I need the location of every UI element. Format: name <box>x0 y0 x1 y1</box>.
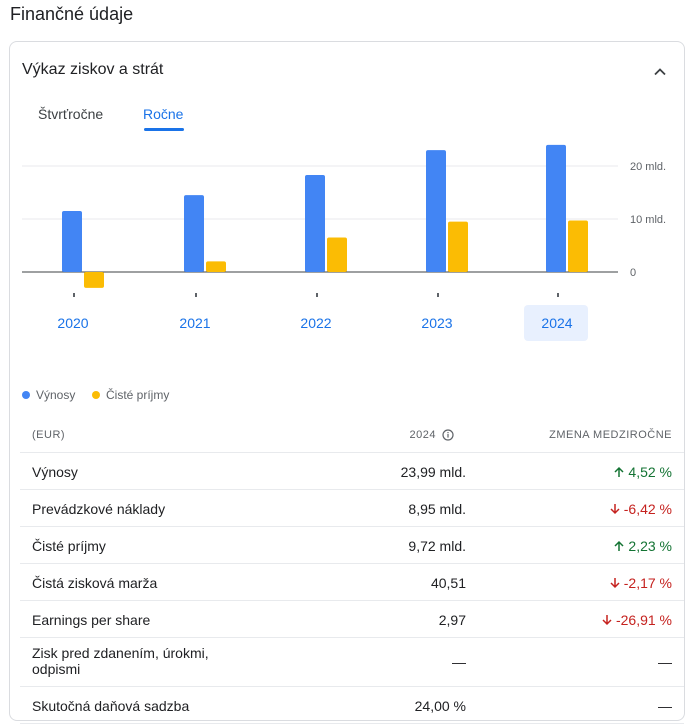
year-highlight <box>524 305 588 341</box>
row-change: 4,52 % <box>613 464 672 480</box>
row-change: — <box>658 654 672 670</box>
row-label: Výnosy <box>32 464 78 480</box>
currency-header: (EUR) <box>32 429 66 441</box>
y-tick-label: 10 mld. <box>630 214 666 226</box>
table-row: Výnosy 23,99 mld. 4,52 % <box>20 453 684 490</box>
income-chart: 0 10 mld. 20 mld. 2020 2021 2022 2023 2024 <box>22 144 666 341</box>
bar-net-income-2023 <box>448 221 468 272</box>
row-change: -6,42 % <box>609 501 672 517</box>
row-change-value: 2,23 % <box>628 538 672 554</box>
bar-revenue-2020 <box>62 211 82 272</box>
change-header: ZMENA MEDZIROČNE <box>549 429 672 441</box>
row-label: Čistá zisková marža <box>32 575 158 591</box>
row-change-value: -2,17 % <box>623 575 672 591</box>
row-value: 9,72 mld. <box>408 538 466 554</box>
x-tick-mark <box>437 293 439 297</box>
bar-revenue-2022 <box>305 175 325 272</box>
year-label-2020[interactable]: 2020 <box>57 315 88 331</box>
arrow-up-icon <box>614 540 624 551</box>
row-value: — <box>452 654 466 670</box>
row-change: — <box>658 698 672 714</box>
bar-net-income-2020 <box>84 272 104 288</box>
table-row: Čisté príjmy 9,72 mld. 2,23 % <box>20 527 684 564</box>
table-row: Earnings per share 2,97 -26,91 % <box>20 601 684 638</box>
year-label-2022[interactable]: 2022 <box>300 315 331 331</box>
x-tick-mark <box>73 293 75 297</box>
legend-revenue-label: Výnosy <box>36 388 76 402</box>
row-label: Skutočná daňová sadzba <box>32 698 190 714</box>
chevron-up-icon[interactable] <box>650 62 670 82</box>
row-value: 2,97 <box>438 612 466 628</box>
row-change: -2,17 % <box>609 575 672 591</box>
x-tick-mark <box>195 293 197 297</box>
y-tick-label: 0 <box>630 267 636 279</box>
tab-selected-indicator <box>144 128 184 131</box>
row-label: Zisk pred zdanením, úrokmi, odpismi <box>32 645 209 677</box>
table-row: Čistá zisková marža 40,51 -2,17 % <box>20 564 684 601</box>
income-statement-card: Výkaz ziskov a strát Štvrťročne Ročne 0 1… <box>9 41 685 724</box>
y-tick-label: 20 mld. <box>630 161 666 173</box>
arrow-down-icon <box>610 578 620 589</box>
bar-revenue-2021 <box>184 195 204 272</box>
legend-net-income-marker <box>92 391 100 399</box>
arrow-down-icon <box>602 615 612 626</box>
card-title: Výkaz ziskov a strát <box>22 61 164 78</box>
row-change: 2,23 % <box>613 538 672 554</box>
row-label: Earnings per share <box>32 612 151 628</box>
row-change: -26,91 % <box>601 612 672 628</box>
tab-annual[interactable]: Ročne <box>143 106 184 122</box>
period-header-label: 2024 <box>409 429 436 441</box>
year-label-2021[interactable]: 2021 <box>179 315 210 331</box>
section-title: Finančné údaje <box>10 4 134 24</box>
legend-net-income-label: Čisté príjmy <box>106 388 170 402</box>
arrow-up-icon <box>614 466 624 477</box>
table-row: Zisk pred zdanením, úrokmi, odpismi — — <box>20 638 684 687</box>
x-tick-mark <box>557 293 559 297</box>
financials-table: (EUR) 2024 ZMENA MEDZIROČNE Výnosy 23,99 … <box>20 417 684 724</box>
row-change-value: -26,91 % <box>615 612 672 628</box>
info-icon[interactable] <box>442 429 454 441</box>
bar-net-income-2022 <box>327 237 347 272</box>
x-tick-mark <box>316 293 318 297</box>
arrow-down-icon <box>610 504 620 515</box>
bar-net-income-2024 <box>568 220 588 272</box>
row-change-value: -6,42 % <box>623 501 672 517</box>
bar-net-income-2021 <box>206 261 226 272</box>
legend-revenue-marker <box>22 391 30 399</box>
row-change-value: 4,52 % <box>628 464 672 480</box>
row-value: 8,95 mld. <box>408 501 466 517</box>
bar-revenue-2023 <box>426 150 446 272</box>
row-change-value: — <box>658 654 672 670</box>
row-value: 23,99 mld. <box>400 464 466 480</box>
legend-net-income: Čisté príjmy <box>92 388 169 402</box>
tab-quarterly[interactable]: Štvrťročne <box>38 106 104 122</box>
row-value: 40,51 <box>430 575 466 591</box>
year-label-2024[interactable]: 2024 <box>541 315 572 331</box>
year-label-2023[interactable]: 2023 <box>421 315 452 331</box>
legend-revenue: Výnosy <box>22 388 75 402</box>
table-row: Prevádzkové náklady 8,95 mld. -6,42 % <box>20 490 684 527</box>
table-header: (EUR) 2024 ZMENA MEDZIROČNE <box>20 417 684 453</box>
row-value: 24,00 % <box>414 698 466 714</box>
row-label: Čisté príjmy <box>32 538 106 554</box>
row-label: Prevádzkové náklady <box>32 501 166 517</box>
row-change-value: — <box>658 698 672 714</box>
table-row: Skutočná daňová sadzba 24,00 % — <box>20 687 684 724</box>
period-header: 2024 <box>410 429 454 441</box>
bar-revenue-2024 <box>546 144 566 272</box>
